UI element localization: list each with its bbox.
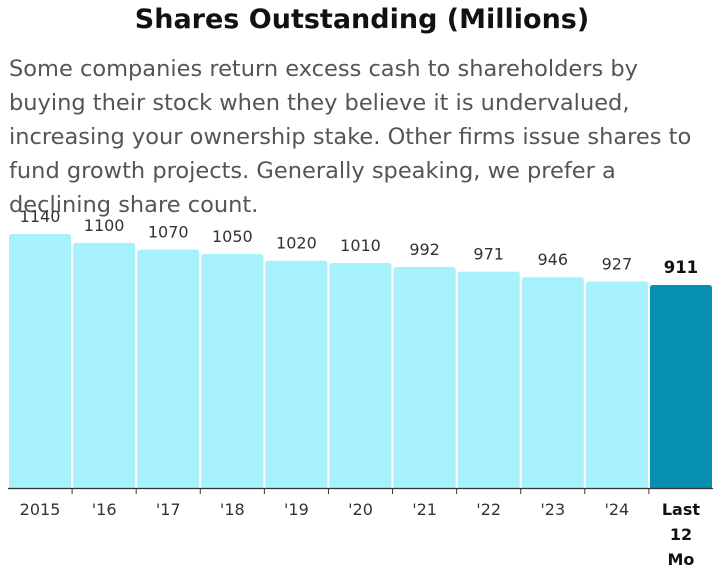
bar [137, 249, 200, 488]
x-tick-label: '23 [540, 500, 565, 519]
x-tick-label: Last 12 Mo [662, 500, 701, 569]
bar [329, 262, 392, 488]
bar-value-label: 1140 [20, 207, 61, 226]
x-tick-label: 2015 [20, 500, 61, 519]
bar [265, 260, 328, 488]
x-tick-label: '17 [156, 500, 181, 519]
x-tick-label: '20 [348, 500, 373, 519]
bar [73, 242, 136, 488]
bar-value-label: 971 [473, 245, 504, 264]
bar-value-label: 911 [664, 258, 698, 277]
x-tick-label: '22 [476, 500, 501, 519]
x-tick-label: '16 [92, 500, 117, 519]
bar-value-label: 1010 [340, 236, 381, 255]
bar-last-12-mo [649, 285, 712, 488]
bar-value-label: 1100 [84, 216, 125, 235]
x-tick-label: '19 [284, 500, 309, 519]
bar [585, 281, 648, 488]
x-tick-label: '24 [604, 500, 629, 519]
bar [201, 254, 264, 488]
bar [9, 234, 72, 488]
bar-value-label: 1050 [212, 227, 253, 246]
bar-value-label: 927 [602, 254, 633, 273]
bar [393, 266, 456, 488]
chart-title: Shares Outstanding (Millions) [134, 4, 590, 35]
x-tick-label: '21 [412, 500, 437, 519]
bar-value-label: 1070 [148, 223, 189, 242]
chart-description: Some companies return excess cash to sha… [9, 56, 692, 218]
bar [521, 277, 584, 488]
bar-value-label: 992 [409, 240, 440, 259]
bar-value-label: 946 [537, 250, 568, 269]
bar-value-label: 1020 [276, 234, 317, 253]
bar [457, 271, 520, 488]
x-tick-label: '18 [220, 500, 245, 519]
